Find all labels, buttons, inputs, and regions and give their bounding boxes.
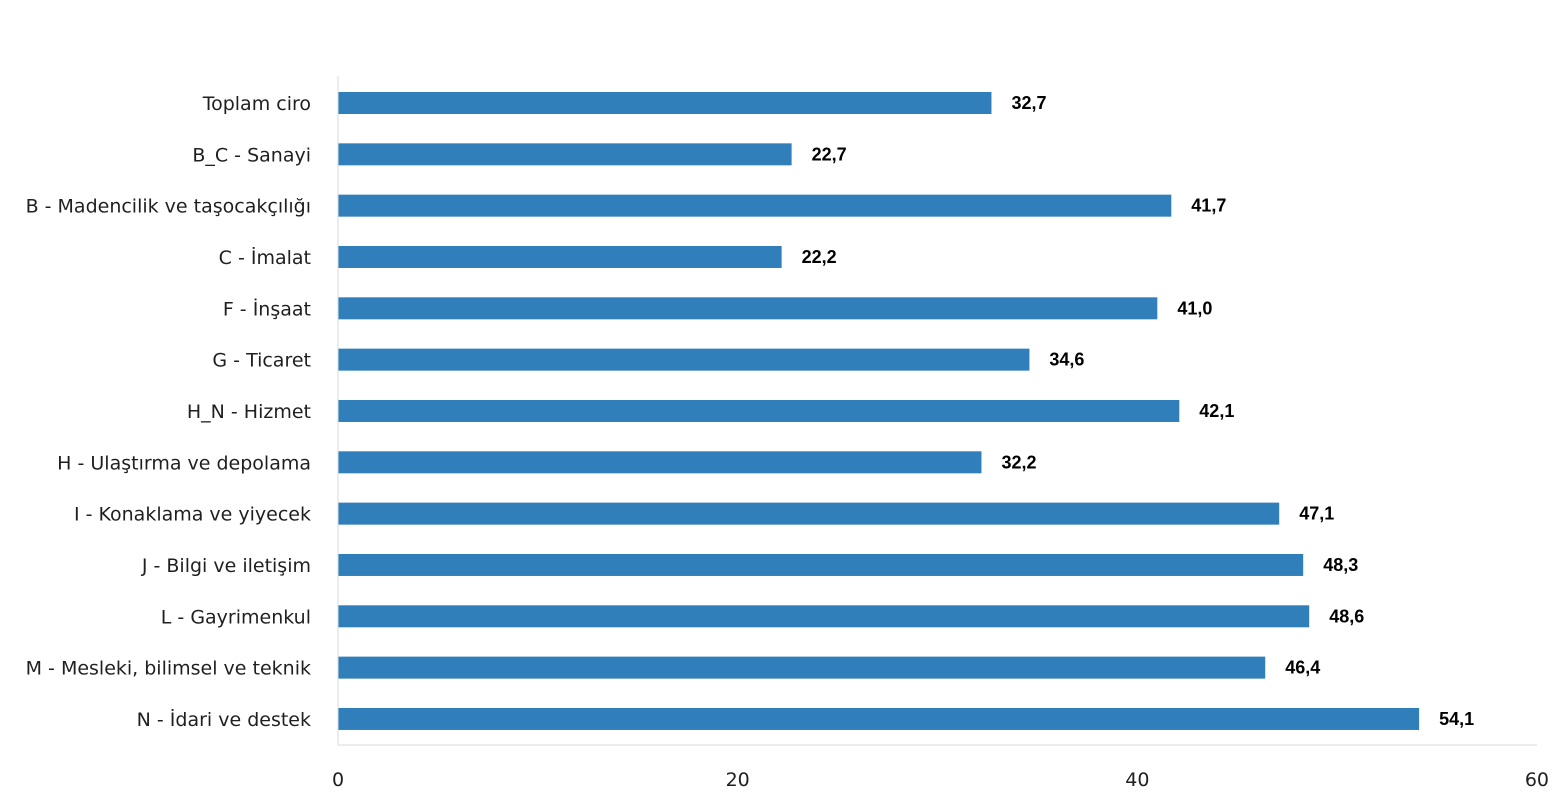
value-label: 32,2 — [1001, 452, 1036, 472]
bar — [338, 297, 1158, 320]
category-labels-group: Toplam ciro B_C - Sanayi B - Madencilik ve… — [26, 93, 311, 731]
bar — [338, 605, 1310, 628]
value-label: 48,6 — [1329, 606, 1364, 626]
bar — [338, 348, 1030, 371]
category-label: C - İmalat — [219, 246, 311, 269]
value-label: 32,7 — [1011, 93, 1046, 113]
value-label: 34,6 — [1049, 350, 1084, 370]
bars-group — [338, 92, 1420, 730]
category-label: Toplam ciro — [202, 93, 311, 115]
bar — [338, 553, 1304, 576]
category-label: I - Konaklama ve yiyecek — [74, 504, 311, 526]
category-label: B_C - Sanayi — [192, 144, 311, 166]
bar — [338, 245, 782, 268]
category-label: B - Madencilik ve taşocakçılığı — [26, 196, 311, 218]
value-label: 22,2 — [802, 247, 837, 267]
bar — [338, 707, 1420, 730]
bar — [338, 502, 1280, 525]
category-label: G - Ticaret — [212, 350, 311, 372]
category-label: N - İdari ve destek — [137, 708, 311, 731]
bar — [338, 194, 1172, 217]
category-label: L - Gayrimenkul — [161, 606, 311, 628]
value-label: 41,7 — [1191, 196, 1226, 216]
bar — [338, 92, 992, 114]
x-tick-label: 20 — [726, 769, 750, 791]
category-label: J - Bilgi ve iletişim — [141, 555, 311, 577]
value-label: 47,1 — [1299, 504, 1334, 524]
bar — [338, 656, 1266, 679]
value-label: 48,3 — [1323, 555, 1358, 575]
value-label: 42,1 — [1199, 401, 1234, 421]
bar — [338, 399, 1180, 422]
value-label: 22,7 — [812, 144, 847, 164]
category-label: H_N - Hizmet — [187, 401, 311, 423]
value-labels-group: 32,7 22,7 41,7 22,2 41,0 34,6 42,1 32,2 47,1 48,3… — [802, 93, 1475, 729]
category-label: M - Mesleki, bilimsel ve teknik — [26, 658, 311, 680]
category-label: F - İnşaat — [223, 297, 311, 320]
x-tick-label: 40 — [1125, 769, 1149, 791]
value-label: 41,0 — [1177, 298, 1212, 318]
category-label: H - Ulaştırma ve depolama — [57, 452, 311, 474]
value-label: 46,4 — [1285, 658, 1320, 678]
x-tick-label: 0 — [332, 769, 344, 791]
axes-group: 0 20 40 60 — [332, 76, 1549, 791]
bar — [338, 143, 792, 166]
value-label: 54,1 — [1439, 709, 1474, 729]
x-tick-label: 60 — [1525, 769, 1549, 791]
bar — [338, 451, 982, 474]
